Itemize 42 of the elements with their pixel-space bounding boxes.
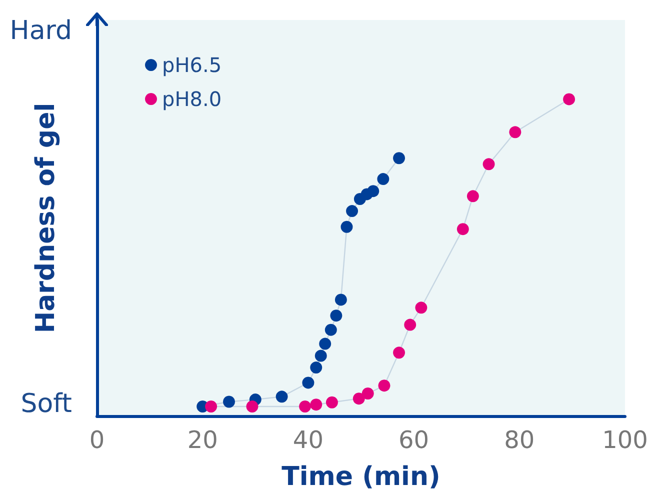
x-tick-label: 80	[504, 426, 535, 454]
point	[456, 223, 469, 236]
point	[340, 220, 353, 233]
point	[246, 400, 258, 412]
legend-label: pH6.5	[162, 53, 222, 77]
point	[346, 205, 358, 218]
point	[205, 400, 218, 412]
point	[362, 388, 374, 400]
point	[276, 390, 288, 403]
point	[509, 126, 522, 138]
point	[319, 338, 332, 350]
legend-label: pH8.0	[162, 87, 222, 111]
x-axis-title: Time (min)	[282, 462, 440, 492]
point	[310, 398, 322, 411]
point	[393, 152, 406, 164]
point	[310, 362, 322, 374]
point	[324, 324, 337, 336]
point	[326, 396, 338, 408]
point	[314, 350, 327, 362]
x-tick-label: 40	[292, 426, 324, 454]
text: Soft	[20, 389, 72, 419]
point	[352, 392, 365, 405]
point	[393, 346, 406, 359]
x-tick-label: 100	[602, 426, 648, 454]
x-tick-label: 0	[89, 426, 105, 454]
point	[223, 396, 235, 408]
point	[466, 190, 479, 202]
point	[404, 318, 416, 331]
point	[563, 93, 576, 106]
point	[378, 380, 390, 392]
point	[377, 173, 390, 186]
point	[415, 302, 428, 314]
y-axis-title: Hardness of gel	[31, 102, 61, 334]
point	[334, 294, 347, 306]
point	[299, 400, 312, 412]
x-tick-label: 20	[187, 426, 218, 454]
text: Hard	[10, 16, 72, 46]
point	[367, 185, 380, 198]
x-tick-label: 60	[398, 426, 430, 454]
point	[330, 310, 342, 322]
point	[482, 158, 495, 170]
point	[302, 376, 314, 389]
